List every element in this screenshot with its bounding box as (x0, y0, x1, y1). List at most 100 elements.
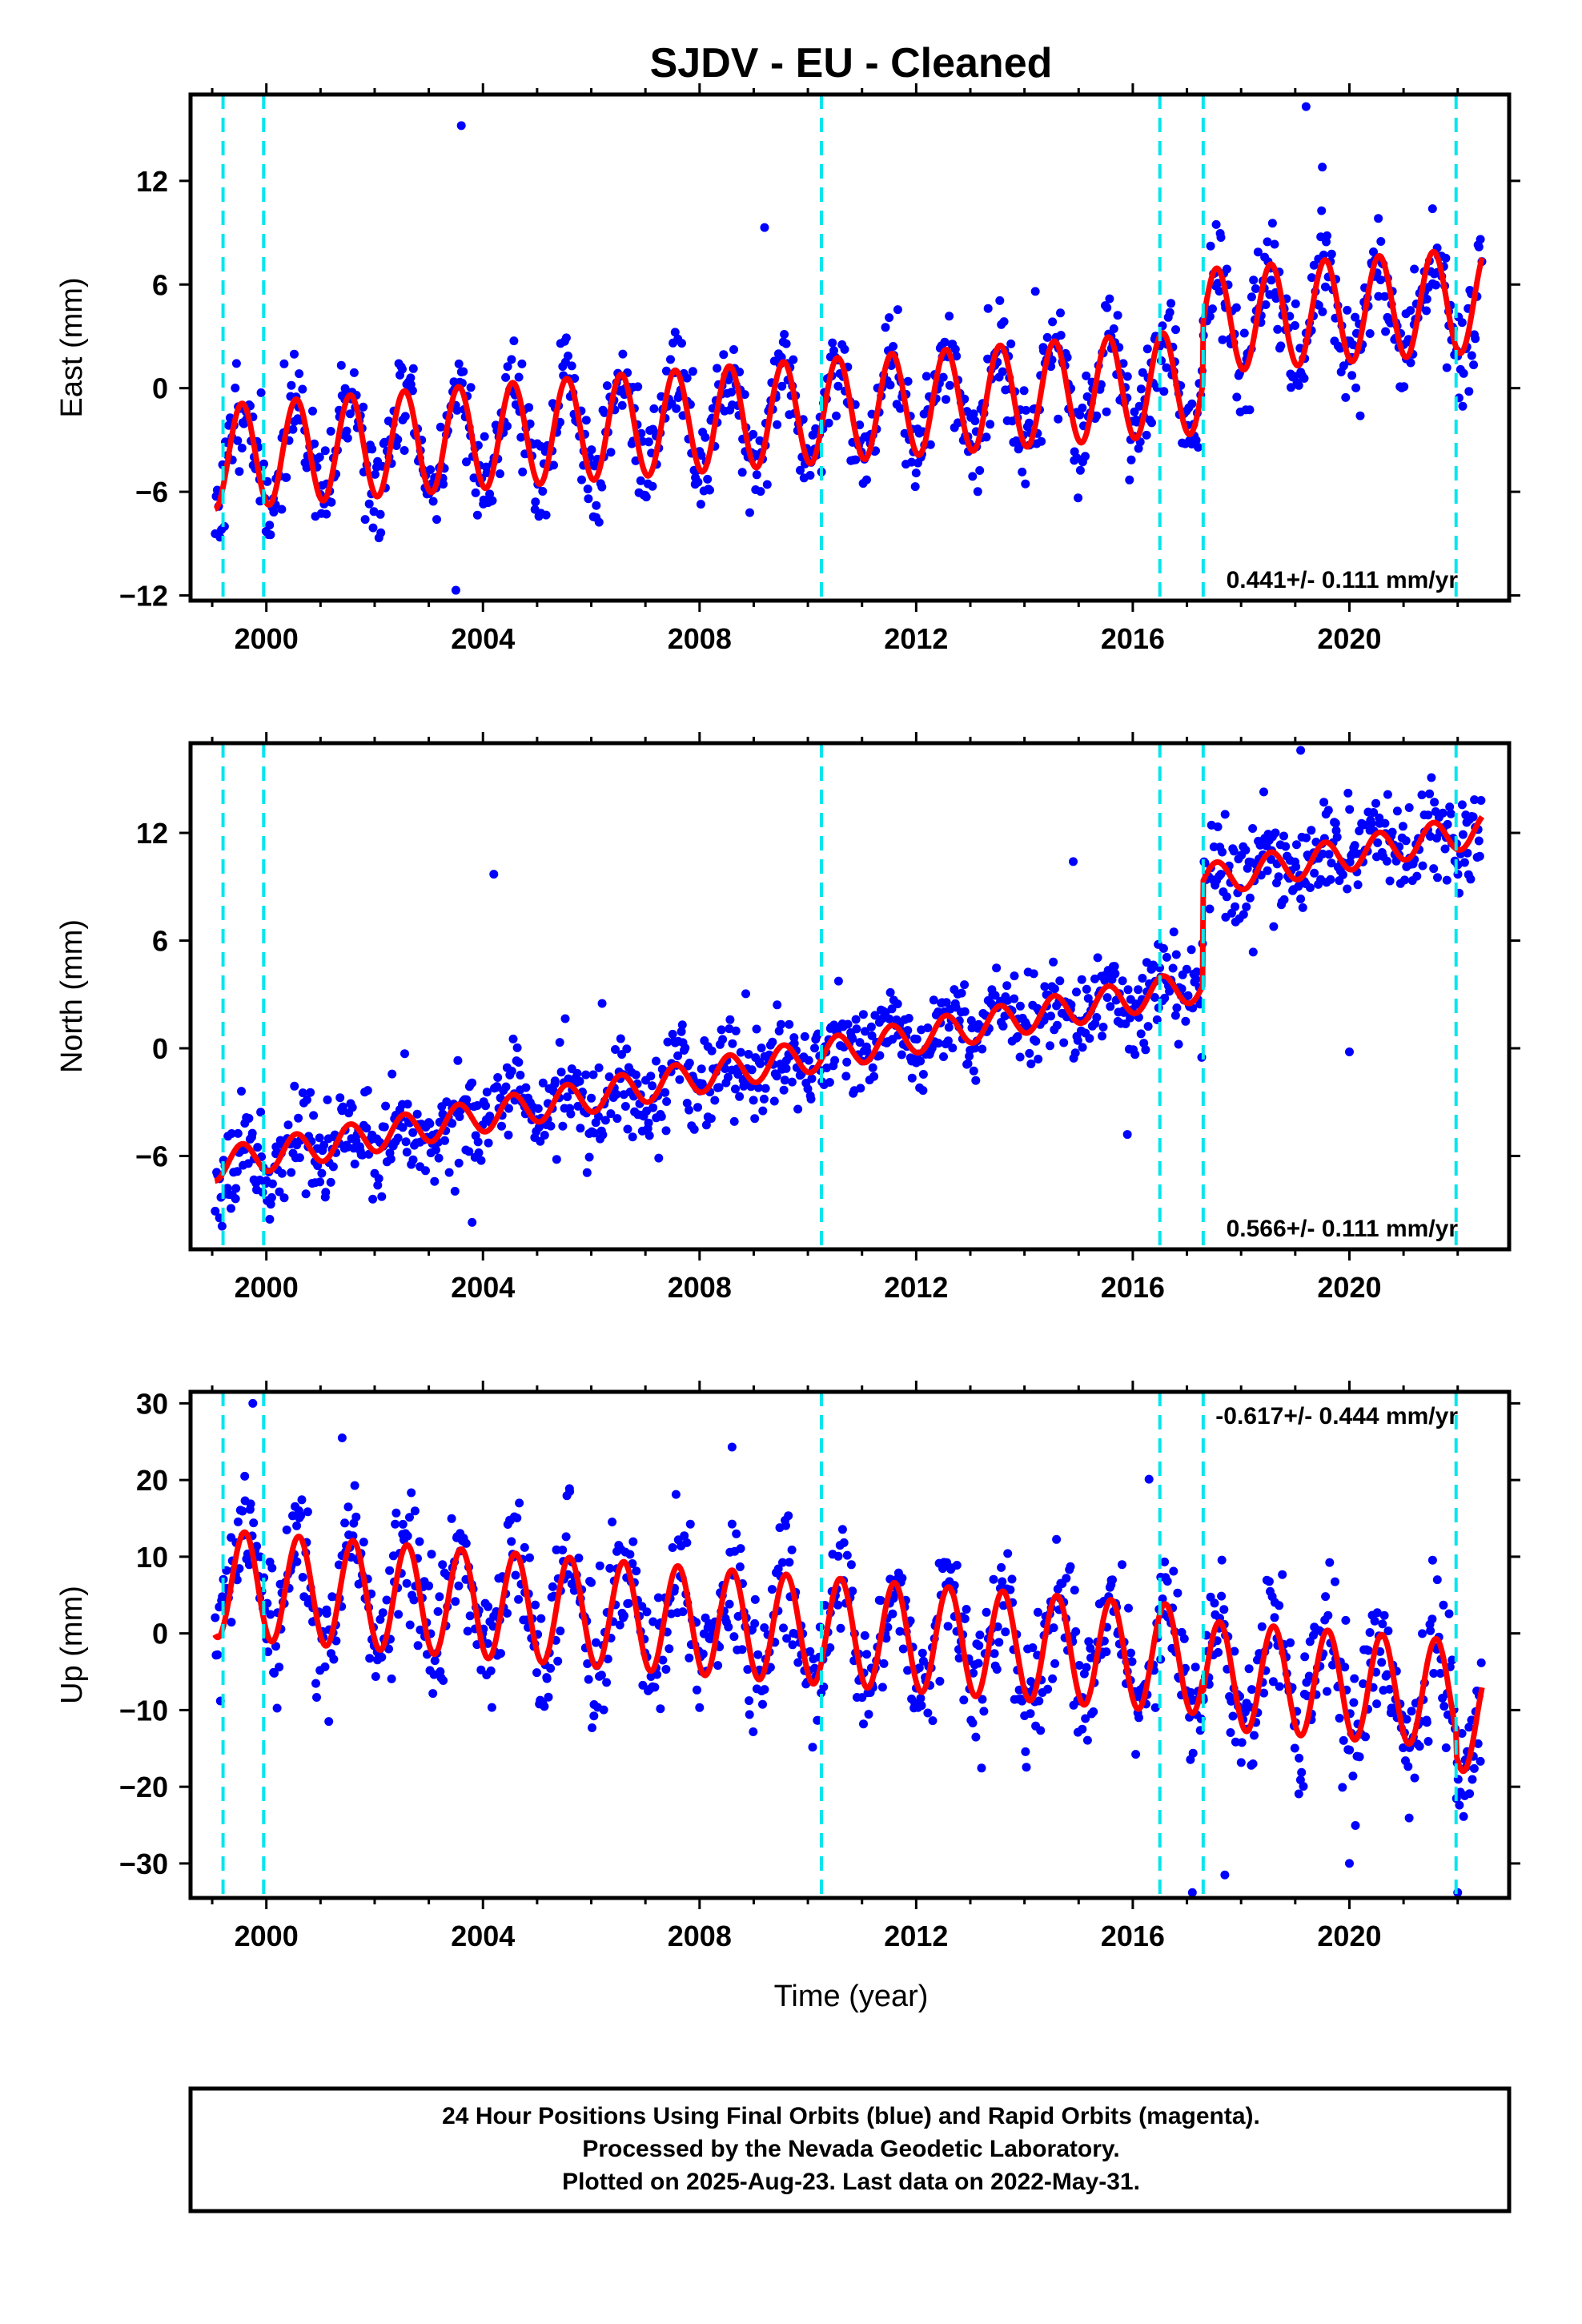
up-point (1427, 1555, 1437, 1565)
east-point (697, 451, 706, 460)
up-point (410, 1506, 420, 1516)
east-point (1457, 318, 1467, 328)
north-point (563, 1092, 572, 1102)
east-point (796, 465, 805, 475)
east-point (287, 380, 296, 390)
up-point (1426, 1626, 1435, 1635)
footer-line-3: Plotted on 2025-Aug-23. Last data on 202… (562, 2169, 1140, 2195)
footer-frame (188, 2086, 1512, 2213)
north-point (1398, 822, 1407, 831)
up-point (1001, 1627, 1010, 1637)
up-point (588, 1723, 596, 1732)
up-point (680, 1531, 689, 1541)
east-point (1317, 206, 1327, 215)
east-point (1096, 380, 1106, 389)
east-point (1318, 307, 1327, 316)
up-point (833, 1551, 843, 1561)
north-point (1369, 808, 1379, 817)
north-point (358, 1150, 367, 1160)
east-point (982, 432, 991, 442)
north-point (1412, 871, 1422, 881)
north-point (825, 1078, 834, 1087)
north-point (227, 1129, 236, 1138)
east-point (1138, 368, 1147, 377)
east-point (1205, 312, 1215, 321)
east-y-tick-label: 0 (152, 372, 168, 405)
east-point (713, 364, 722, 373)
north-point (315, 1133, 324, 1143)
up-point (1033, 1607, 1042, 1617)
east-point (1273, 324, 1283, 334)
up-point (725, 1599, 734, 1609)
north-point (1279, 831, 1288, 841)
up-point (859, 1719, 868, 1729)
north-point (581, 1070, 591, 1080)
east-point (1134, 401, 1144, 411)
north-point (309, 1111, 319, 1120)
up-point (1070, 1586, 1079, 1595)
east-point (636, 476, 645, 485)
up-point (1036, 1726, 1046, 1735)
up-point (288, 1511, 297, 1521)
east-point (889, 342, 898, 351)
east-point (1251, 284, 1260, 293)
north-point (412, 1109, 422, 1119)
north-point (677, 1020, 687, 1030)
east-point (1343, 305, 1352, 315)
up-point (1226, 1728, 1235, 1737)
east-point (408, 364, 418, 373)
north-point (943, 1036, 953, 1046)
east-point (1380, 292, 1390, 301)
east-point (1341, 392, 1351, 402)
up-point (773, 1564, 783, 1574)
up-point (1297, 1767, 1307, 1777)
north-point (1085, 1034, 1094, 1043)
east-point (781, 339, 791, 348)
north-point (1310, 868, 1319, 878)
up-y-tick-label: −10 (119, 1694, 168, 1727)
up-point (1043, 1684, 1053, 1694)
up-point (846, 1560, 856, 1570)
north-point (1292, 840, 1301, 850)
up-point (982, 1607, 991, 1617)
up-point (1006, 1585, 1015, 1594)
up-point (750, 1618, 760, 1628)
up-point (1323, 1687, 1331, 1696)
east-point (1294, 380, 1303, 390)
north-point (1343, 788, 1353, 798)
east-point (1142, 344, 1152, 354)
north-point (1404, 803, 1414, 812)
north-x-tick-label: 2000 (235, 1271, 299, 1304)
north-point (1458, 830, 1468, 839)
north-point (1345, 805, 1355, 814)
north-point (1446, 809, 1456, 818)
east-point (367, 444, 377, 454)
north-point (750, 1114, 760, 1124)
north-y-tick-label: 12 (136, 817, 168, 850)
north-point (1259, 787, 1268, 797)
up-point (331, 1636, 341, 1646)
north-point (714, 1083, 724, 1092)
up-point (507, 1537, 516, 1546)
east-point (1159, 387, 1169, 396)
north-point (858, 1010, 868, 1019)
east-point (406, 373, 416, 383)
north-point (841, 1072, 851, 1081)
north-point (497, 1121, 506, 1131)
east-model-curve (212, 248, 1485, 512)
up-point (1404, 1813, 1414, 1823)
up-point (969, 1668, 978, 1678)
north-point (1231, 902, 1240, 911)
up-point (787, 1545, 797, 1554)
up-point (745, 1710, 754, 1719)
up-frame (188, 1389, 1512, 1900)
up-point (1410, 1773, 1419, 1783)
up-point (409, 1595, 419, 1605)
east-point (597, 482, 607, 492)
east-point (644, 437, 653, 447)
up-point (391, 1519, 400, 1529)
up-point (974, 1659, 983, 1668)
up-point (548, 1582, 557, 1591)
east-point (885, 313, 894, 323)
footer-line-2: Processed by the Nevada Geodetic Laborat… (582, 2136, 1119, 2162)
